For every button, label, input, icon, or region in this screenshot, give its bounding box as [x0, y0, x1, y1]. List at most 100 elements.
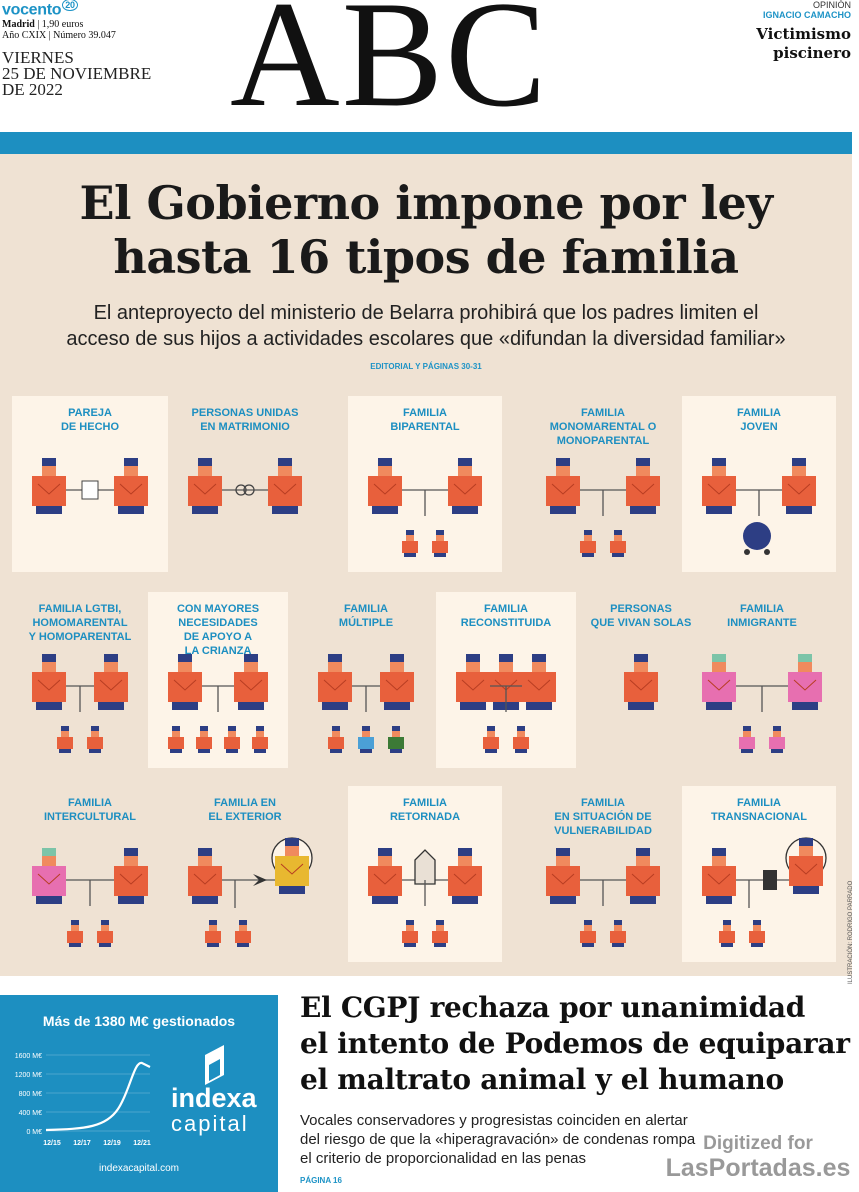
adult-figure — [702, 458, 736, 514]
main-feature: El Gobierno impone por ley hasta 16 tipo… — [0, 154, 854, 984]
main-deck: El anteproyecto del ministerio de Belarr… — [66, 302, 786, 350]
adult-figure — [380, 654, 414, 710]
issue-date: VIERNES 25 DE NOVIEMBRE DE 2022 — [2, 48, 152, 100]
adult-figure — [318, 654, 352, 710]
vocento-logo: vocento 20 — [2, 0, 152, 19]
family-type-title: FAMILIA INMIGRANTE — [727, 603, 797, 629]
child-figure — [388, 726, 404, 753]
section-bar — [0, 132, 852, 154]
story-page-ref[interactable]: PÁGINA 16 — [300, 1176, 342, 1185]
family-type-tile: FAMILIA TRANSNACIONAL — [682, 786, 836, 962]
child-figure — [224, 726, 240, 753]
family-illustration — [32, 654, 128, 753]
ad-brand: indexa — [171, 1083, 257, 1113]
ad-y-tick: 1200 M€ — [15, 1072, 42, 1079]
family-type-title: FAMILIA TRANSNACIONAL — [711, 797, 807, 823]
family-type-tile: FAMILIA BIPARENTAL — [348, 396, 502, 572]
newspaper-logo[interactable]: ABC — [230, 0, 549, 138]
adult-figure — [368, 458, 402, 514]
family-type-title: FAMILIA LGTBI, HOMOMARENTAL Y HOMOPARENT… — [28, 603, 132, 643]
family-illustration — [32, 848, 148, 947]
family-type-title: FAMILIA EN SITUACIÓN DE VULNERABILIDAD — [554, 797, 652, 837]
ad-x-tick: 12/21 — [133, 1140, 151, 1147]
adult-figure — [789, 838, 823, 894]
adult-figure — [234, 654, 268, 710]
child-figure — [252, 726, 268, 753]
adult-figure — [268, 458, 302, 514]
adult-figure — [702, 848, 736, 904]
adult-figure — [522, 654, 556, 710]
family-type-tile: FAMILIA LGTBI, HOMOMARENTAL Y HOMOPARENT… — [12, 592, 148, 768]
family-type-title: PAREJA DE HECHO — [60, 407, 120, 433]
family-type-title: FAMILIA BIPARENTAL — [390, 407, 460, 433]
adult-figure — [546, 848, 580, 904]
family-type-title: FAMILIA INTERCULTURAL — [43, 797, 137, 823]
child-figure — [610, 530, 626, 557]
family-type-title: PERSONAS QUE VIVAN SOLAS — [590, 603, 692, 629]
family-type-title: CON MAYORES NECESIDADES DE APOYO A LA CR… — [176, 603, 260, 657]
family-illustration — [368, 848, 482, 947]
opinion-teaser[interactable]: OPINIÓN IGNACIO CAMACHO Victimismo piscin… — [756, 0, 851, 62]
family-type-tile: FAMILIA INTERCULTURAL — [12, 786, 168, 962]
document-icon — [81, 480, 99, 500]
adult-figure — [32, 848, 66, 904]
plane-icon — [253, 874, 267, 886]
ad-x-tick: 12/17 — [73, 1140, 91, 1147]
ad-x-tick: 12/15 — [43, 1140, 61, 1147]
family-illustration — [368, 458, 482, 557]
indexa-ad[interactable]: Más de 1380 M€ gestionados 1600 M€ 1200 M… — [0, 995, 278, 1192]
child-figure — [57, 726, 73, 753]
adult-figure — [702, 654, 736, 710]
family-illustration — [168, 654, 268, 753]
child-figure — [719, 920, 735, 947]
ad-y-tick: 0 M€ — [26, 1129, 42, 1136]
family-type-title: FAMILIA MÚLTIPLE — [338, 603, 394, 629]
adult-figure — [456, 654, 490, 710]
ring-icon — [243, 484, 255, 496]
adult-figure — [448, 458, 482, 514]
adult-figure — [94, 654, 128, 710]
family-illustration — [546, 848, 660, 947]
ad-y-tick: 800 M€ — [19, 1091, 42, 1098]
stroller-icon — [743, 522, 771, 550]
adult-figure — [368, 848, 402, 904]
family-type-tile: FAMILIA EN EL EXTERIOR — [168, 786, 322, 962]
child-figure — [87, 726, 103, 753]
family-type-tile: FAMILIA JOVEN — [682, 396, 836, 572]
adult-figure — [188, 848, 222, 904]
family-type-tile: FAMILIA EN SITUACIÓN DE VULNERABILIDAD — [526, 786, 680, 962]
ad-growth-line — [45, 1061, 151, 1132]
family-illustration — [318, 654, 414, 753]
adult-figure — [448, 848, 482, 904]
adult-figure — [624, 654, 658, 710]
child-figure — [513, 726, 529, 753]
adult-figure — [32, 458, 66, 514]
family-type-tile: FAMILIA INMIGRANTE — [682, 592, 842, 768]
ring-icon — [235, 484, 247, 496]
editorial-reference[interactable]: EDITORIAL Y PÁGINAS 30-31 — [370, 362, 482, 371]
edition-info: Madrid | 1,90 euros Año CXIX | Número 39… — [2, 19, 116, 42]
child-figure — [749, 920, 765, 947]
watermark: Digitized for LasPortadas.es — [665, 1133, 851, 1182]
family-type-tile: PERSONAS UNIDAS EN MATRIMONIO — [168, 396, 322, 572]
family-illustration — [456, 654, 556, 753]
family-type-tile: FAMILIA MÚLTIPLE — [298, 592, 434, 768]
ad-y-tick: 400 M€ — [19, 1110, 42, 1117]
family-type-title: FAMILIA RECONSTITUIDA — [460, 603, 552, 629]
child-figure — [402, 530, 418, 557]
main-headline[interactable]: El Gobierno impone por ley hasta 16 tipo… — [79, 176, 773, 284]
adult-figure — [114, 458, 148, 514]
family-illustration — [32, 458, 148, 514]
passport-icon — [763, 870, 777, 890]
illustration-credit: ILUSTRACIÓN: RODRIGO PARRADO — [848, 880, 854, 984]
family-type-tile: FAMILIA RECONSTITUIDA — [436, 592, 576, 768]
child-figure — [328, 726, 344, 753]
adult-figure — [626, 458, 660, 514]
story-headline[interactable]: El CGPJ rechaza por unanimidad el intent… — [300, 991, 850, 1096]
child-figure — [235, 920, 251, 947]
family-type-tile: FAMILIA RETORNADA — [348, 786, 502, 962]
ad-x-tick: 12/19 — [103, 1140, 121, 1147]
story-deck: Vocales conservadores y progresistas coi… — [300, 1112, 696, 1167]
ad-url[interactable]: indexacapital.com — [98, 1163, 180, 1174]
child-figure — [610, 920, 626, 947]
